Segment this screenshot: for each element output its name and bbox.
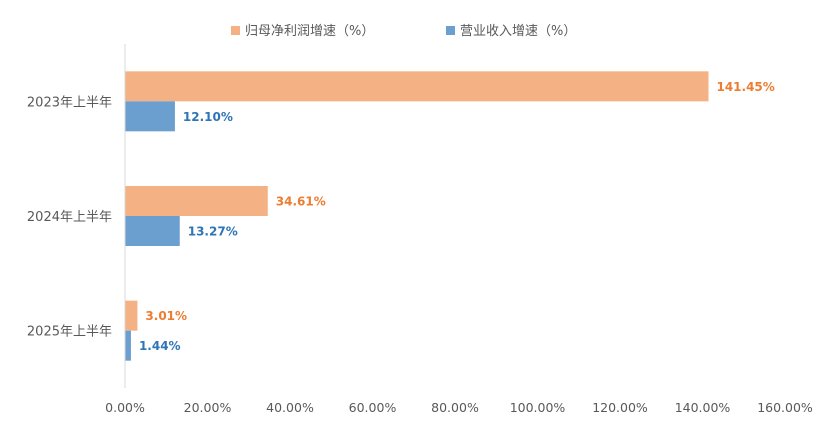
data-label-net-profit: 141.45%	[716, 80, 774, 94]
data-label-revenue: 1.44%	[139, 339, 181, 353]
category-label: 2024年上半年	[27, 210, 112, 225]
bar-net-profit	[125, 186, 268, 216]
category-label: 2023年上半年	[27, 95, 112, 110]
legend-swatch-revenue	[446, 26, 455, 35]
x-tick-label: 80.00%	[431, 400, 479, 415]
data-label-revenue: 13.27%	[188, 225, 238, 239]
bar-revenue	[125, 330, 131, 361]
legend-label-net-profit: 归母净利润增速（%）	[245, 24, 374, 39]
y-axis: 2023年上半年 2024年上半年 2025年上半年	[27, 95, 112, 339]
x-tick-label: 0.00%	[105, 400, 145, 415]
bar-revenue	[125, 101, 175, 132]
bar-revenue	[125, 216, 180, 246]
bar-net-profit	[125, 300, 138, 331]
x-tick-label: 20.00%	[184, 400, 232, 415]
legend-label-revenue: 营业收入增速（%）	[460, 24, 576, 39]
x-tick-label: 40.00%	[266, 400, 314, 415]
data-label-net-profit: 3.01%	[145, 309, 187, 323]
x-axis: 0.00% 20.00% 40.00% 60.00% 80.00% 100.00% 120.…	[105, 400, 813, 415]
data-label-net-profit: 34.61%	[276, 195, 326, 209]
data-label-revenue: 12.10%	[183, 110, 233, 124]
legend: 归母净利润增速（%） 营业收入增速（%）	[231, 24, 576, 39]
category-label: 2025年上半年	[27, 325, 112, 340]
legend-swatch-net-profit	[231, 26, 240, 35]
x-tick-label: 160.00%	[757, 400, 813, 415]
x-tick-label: 120.00%	[592, 400, 648, 415]
x-tick-label: 140.00%	[675, 400, 731, 415]
x-tick-label: 100.00%	[510, 400, 566, 415]
bar-net-profit	[125, 71, 709, 102]
plot-area: 141.45% 12.10% 34.61% 13.27% 3.01% 1.44%	[125, 71, 775, 361]
x-tick-label: 60.00%	[349, 400, 397, 415]
